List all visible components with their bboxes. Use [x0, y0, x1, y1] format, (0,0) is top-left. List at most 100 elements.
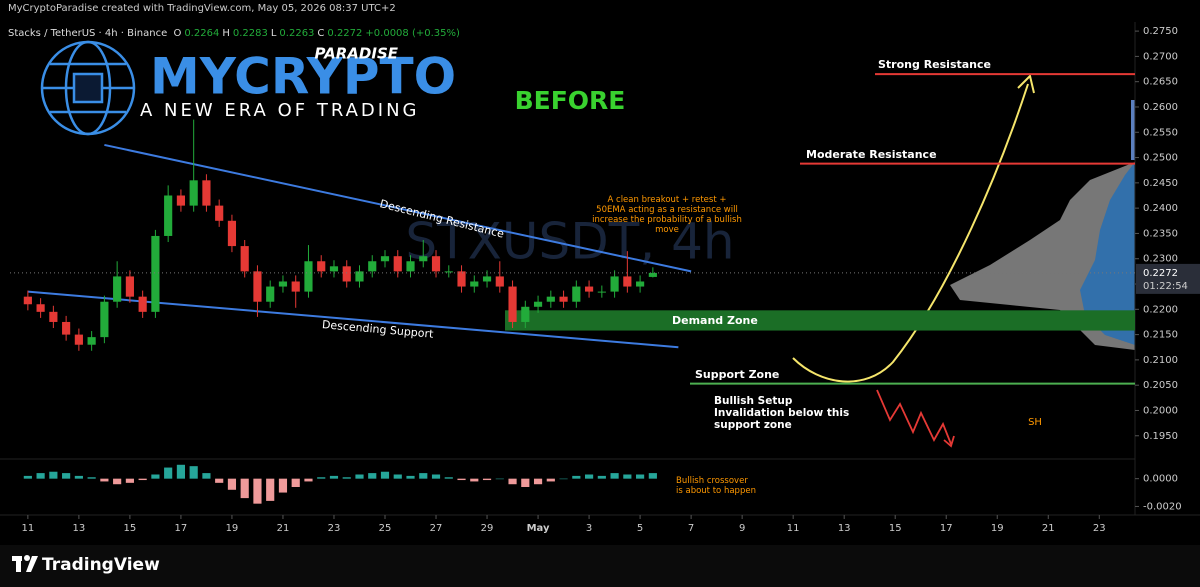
y-tick-label: 0.2300 [1143, 254, 1178, 265]
candle-body [533, 301, 543, 307]
y-tick-label: 0.2650 [1143, 77, 1178, 88]
macd-bar [444, 477, 453, 479]
macd-bar [215, 478, 224, 483]
x-tick-label: 15 [889, 523, 902, 534]
macd-bar [113, 478, 122, 485]
ohlc-key: H [222, 28, 230, 39]
candle-body [623, 276, 632, 287]
candle-body [100, 301, 109, 338]
candle-body [457, 271, 466, 287]
macd-bar [100, 478, 109, 482]
ohlc-key: L [270, 28, 277, 39]
ohlc-value: 0.2272 [327, 28, 363, 39]
y-tick-label: 0.2150 [1143, 330, 1178, 341]
ohlc-value: 0.2283 [232, 28, 268, 39]
last-price-label: 0.2272 [1143, 268, 1178, 279]
x-tick-label: 23 [1093, 523, 1106, 534]
candle-body [648, 272, 657, 277]
x-tick-label: 29 [481, 523, 494, 534]
x-tick-label: 17 [175, 523, 188, 534]
candle-body [393, 256, 402, 272]
macd-bar [62, 473, 71, 479]
candle-body [278, 281, 288, 287]
candle-body [610, 276, 619, 292]
zone-label: Demand Zone [672, 314, 758, 327]
x-tick-label: 19 [991, 523, 1004, 534]
footer-brand: TradingView [42, 555, 160, 575]
macd-bar [470, 478, 479, 482]
logo-globe [40, 40, 136, 136]
candle-body [368, 261, 377, 272]
macd-bar [495, 478, 504, 480]
x-tick-label: 13 [73, 523, 86, 534]
candle-body [470, 281, 479, 287]
macd-bar [176, 464, 185, 479]
macd-bar [508, 478, 517, 485]
candle-body [36, 304, 45, 312]
level-label: Support Zone [695, 368, 780, 381]
bearish-projection [876, 389, 952, 445]
volume-profile-bar [1131, 100, 1135, 160]
x-tick-label: 11 [787, 523, 800, 534]
macd-bar [125, 478, 134, 483]
macd-bar [533, 478, 543, 485]
macd-bar [23, 475, 32, 479]
macd-bar [227, 478, 237, 490]
y-tick-label: 0.2600 [1143, 102, 1178, 113]
macd-bar [317, 477, 326, 479]
y-tick-label: 0.1950 [1143, 431, 1178, 442]
x-tick-label: 5 [637, 523, 643, 534]
arrowhead [1017, 74, 1035, 94]
x-tick-label: 21 [277, 523, 290, 534]
level-label: Moderate Resistance [806, 148, 937, 161]
candle-body [125, 276, 134, 297]
candle-body [597, 291, 606, 293]
x-tick-label: 9 [739, 523, 745, 534]
candle-body [189, 180, 198, 206]
y-tick-label: 0.2500 [1143, 153, 1178, 164]
x-tick-label: May [527, 523, 550, 534]
candle-body [176, 195, 185, 206]
trendline [27, 290, 679, 349]
candle-body [406, 261, 415, 272]
y-tick-label: 0.2400 [1143, 203, 1178, 214]
candle-body [495, 276, 504, 287]
macd-bar [49, 471, 58, 479]
ohlc-value: 0.2263 [279, 28, 315, 39]
volume-profile-value-area [1080, 162, 1135, 345]
y-tick-label: 0.2450 [1143, 178, 1178, 189]
macd-bar [164, 467, 173, 479]
candle-body [342, 266, 351, 282]
y-tick-label: 0.2350 [1143, 228, 1178, 239]
x-tick-label: 25 [379, 523, 392, 534]
macd-bar [368, 473, 377, 479]
candle-body [227, 220, 237, 247]
y-tick-label: 0.2100 [1143, 355, 1178, 366]
x-tick-label: 13 [838, 523, 851, 534]
macd-bar [342, 477, 351, 479]
trendline [104, 143, 692, 273]
macd-bar [559, 478, 568, 480]
macd-bar [546, 478, 555, 482]
x-tick-label: 17 [940, 523, 953, 534]
candle-body [559, 296, 568, 302]
macd-bar [189, 466, 198, 479]
ohlc-key: O [173, 28, 182, 39]
candle-body [164, 195, 173, 236]
macd-bar [87, 477, 96, 479]
ohlc-value: 0.2264 [184, 28, 220, 39]
logo-slogan: A NEW ERA OF TRADING [140, 100, 420, 121]
macd-bar [36, 473, 45, 479]
candle-body [151, 235, 160, 312]
x-tick-label: 3 [586, 523, 592, 534]
y-tick-label: 0.2700 [1143, 51, 1178, 62]
candle-body [49, 311, 58, 322]
x-tick-label: 15 [124, 523, 137, 534]
macd-bar [74, 475, 83, 479]
macd-bar [406, 475, 415, 479]
macd-bar [380, 471, 390, 479]
stamp: BEFORE [515, 86, 626, 115]
note: Bullish Setup Invalidation below this su… [714, 395, 850, 431]
tv-logo [12, 555, 38, 572]
